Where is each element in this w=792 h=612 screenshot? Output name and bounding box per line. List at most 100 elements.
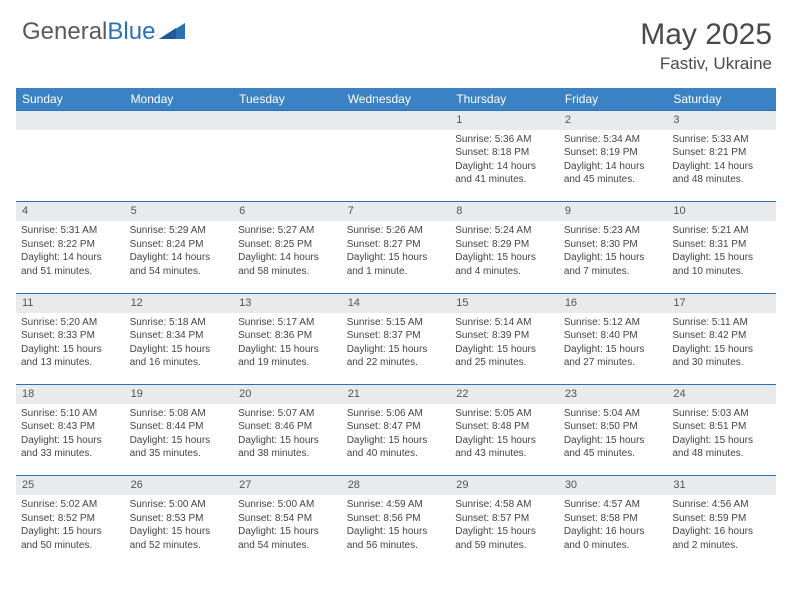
day-info-cell: Sunrise: 5:00 AMSunset: 8:54 PMDaylight:… (233, 495, 342, 567)
day-info-cell: Sunrise: 5:21 AMSunset: 8:31 PMDaylight:… (667, 221, 776, 293)
sunrise-line: Sunrise: 5:05 AM (455, 407, 554, 421)
day-info-cell: Sunrise: 5:07 AMSunset: 8:46 PMDaylight:… (233, 404, 342, 476)
sunrise-line: Sunrise: 5:07 AM (238, 407, 337, 421)
day-info-cell: Sunrise: 5:29 AMSunset: 8:24 PMDaylight:… (125, 221, 234, 293)
sunset-line: Sunset: 8:56 PM (347, 512, 446, 526)
weekday-header: Sunday (16, 88, 125, 111)
day-number-cell (16, 111, 125, 130)
sunset-line: Sunset: 8:48 PM (455, 420, 554, 434)
sunrise-line: Sunrise: 4:59 AM (347, 498, 446, 512)
day-number-cell: 9 (559, 202, 668, 221)
sunrise-line: Sunrise: 5:33 AM (672, 133, 771, 147)
weekday-header: Saturday (667, 88, 776, 111)
daylight-line: Daylight: 15 hours and 54 minutes. (238, 525, 337, 552)
day-number-cell: 13 (233, 293, 342, 312)
sunrise-line: Sunrise: 5:15 AM (347, 316, 446, 330)
day-number-cell: 19 (125, 385, 234, 404)
day-number-cell: 23 (559, 385, 668, 404)
day-number-cell: 29 (450, 476, 559, 495)
day-info-cell: Sunrise: 5:06 AMSunset: 8:47 PMDaylight:… (342, 404, 451, 476)
sunset-line: Sunset: 8:59 PM (672, 512, 771, 526)
daylight-line: Daylight: 15 hours and 56 minutes. (347, 525, 446, 552)
day-number-cell: 17 (667, 293, 776, 312)
daylight-line: Daylight: 14 hours and 58 minutes. (238, 251, 337, 278)
day-number-cell: 30 (559, 476, 668, 495)
day-number-cell (125, 111, 234, 130)
sunset-line: Sunset: 8:36 PM (238, 329, 337, 343)
sunrise-line: Sunrise: 5:03 AM (672, 407, 771, 421)
day-info-cell (233, 130, 342, 202)
day-info-cell (342, 130, 451, 202)
day-info-cell: Sunrise: 5:18 AMSunset: 8:34 PMDaylight:… (125, 313, 234, 385)
calendar-body: 123Sunrise: 5:36 AMSunset: 8:18 PMDaylig… (16, 111, 776, 568)
day-info-cell: Sunrise: 5:26 AMSunset: 8:27 PMDaylight:… (342, 221, 451, 293)
logo: GeneralBlue (16, 18, 185, 46)
sunset-line: Sunset: 8:47 PM (347, 420, 446, 434)
logo-text-general: General (22, 18, 107, 46)
day-info-cell: Sunrise: 5:02 AMSunset: 8:52 PMDaylight:… (16, 495, 125, 567)
day-info-cell: Sunrise: 5:11 AMSunset: 8:42 PMDaylight:… (667, 313, 776, 385)
day-number-cell: 4 (16, 202, 125, 221)
day-number-cell: 18 (16, 385, 125, 404)
daylight-line: Daylight: 15 hours and 13 minutes. (21, 343, 120, 370)
day-number-cell: 25 (16, 476, 125, 495)
sunset-line: Sunset: 8:31 PM (672, 238, 771, 252)
sunrise-line: Sunrise: 5:11 AM (672, 316, 771, 330)
sunset-line: Sunset: 8:21 PM (672, 146, 771, 160)
daylight-line: Daylight: 15 hours and 45 minutes. (564, 434, 663, 461)
sunset-line: Sunset: 8:50 PM (564, 420, 663, 434)
sunset-line: Sunset: 8:57 PM (455, 512, 554, 526)
day-number-cell: 12 (125, 293, 234, 312)
sunrise-line: Sunrise: 5:06 AM (347, 407, 446, 421)
day-number-cell: 22 (450, 385, 559, 404)
day-number-cell: 16 (559, 293, 668, 312)
sunset-line: Sunset: 8:19 PM (564, 146, 663, 160)
day-info-cell: Sunrise: 5:31 AMSunset: 8:22 PMDaylight:… (16, 221, 125, 293)
daylight-line: Daylight: 15 hours and 59 minutes. (455, 525, 554, 552)
day-info-cell: Sunrise: 5:20 AMSunset: 8:33 PMDaylight:… (16, 313, 125, 385)
day-info-cell: Sunrise: 5:24 AMSunset: 8:29 PMDaylight:… (450, 221, 559, 293)
sunset-line: Sunset: 8:30 PM (564, 238, 663, 252)
sunrise-line: Sunrise: 5:10 AM (21, 407, 120, 421)
title-block: May 2025 Fastiv, Ukraine (640, 18, 776, 74)
month-title: May 2025 (640, 18, 772, 52)
day-number-cell: 27 (233, 476, 342, 495)
day-info-cell: Sunrise: 4:59 AMSunset: 8:56 PMDaylight:… (342, 495, 451, 567)
sunset-line: Sunset: 8:39 PM (455, 329, 554, 343)
day-number-cell: 5 (125, 202, 234, 221)
logo-icon (159, 18, 185, 46)
day-number-cell: 11 (16, 293, 125, 312)
sunset-line: Sunset: 8:54 PM (238, 512, 337, 526)
day-info-cell: Sunrise: 5:04 AMSunset: 8:50 PMDaylight:… (559, 404, 668, 476)
daylight-line: Daylight: 15 hours and 27 minutes. (564, 343, 663, 370)
daylight-line: Daylight: 15 hours and 10 minutes. (672, 251, 771, 278)
day-info-cell: Sunrise: 5:03 AMSunset: 8:51 PMDaylight:… (667, 404, 776, 476)
day-number-cell: 14 (342, 293, 451, 312)
day-info-cell: Sunrise: 5:05 AMSunset: 8:48 PMDaylight:… (450, 404, 559, 476)
day-info-cell: Sunrise: 5:36 AMSunset: 8:18 PMDaylight:… (450, 130, 559, 202)
weekday-header: Wednesday (342, 88, 451, 111)
location: Fastiv, Ukraine (640, 54, 772, 74)
daylight-line: Daylight: 15 hours and 33 minutes. (21, 434, 120, 461)
daylight-line: Daylight: 14 hours and 54 minutes. (130, 251, 229, 278)
sunrise-line: Sunrise: 5:02 AM (21, 498, 120, 512)
sunset-line: Sunset: 8:46 PM (238, 420, 337, 434)
daylight-line: Daylight: 15 hours and 40 minutes. (347, 434, 446, 461)
sunrise-line: Sunrise: 4:58 AM (455, 498, 554, 512)
sunset-line: Sunset: 8:51 PM (672, 420, 771, 434)
day-info-cell: Sunrise: 4:57 AMSunset: 8:58 PMDaylight:… (559, 495, 668, 567)
sunrise-line: Sunrise: 5:21 AM (672, 224, 771, 238)
sunrise-line: Sunrise: 5:29 AM (130, 224, 229, 238)
daylight-line: Daylight: 15 hours and 19 minutes. (238, 343, 337, 370)
sunrise-line: Sunrise: 5:17 AM (238, 316, 337, 330)
daylight-line: Daylight: 15 hours and 48 minutes. (672, 434, 771, 461)
sunrise-line: Sunrise: 5:34 AM (564, 133, 663, 147)
sunrise-line: Sunrise: 5:26 AM (347, 224, 446, 238)
sunrise-line: Sunrise: 5:14 AM (455, 316, 554, 330)
daylight-line: Daylight: 16 hours and 2 minutes. (672, 525, 771, 552)
day-number-cell: 10 (667, 202, 776, 221)
sunrise-line: Sunrise: 5:23 AM (564, 224, 663, 238)
day-info-cell: Sunrise: 5:14 AMSunset: 8:39 PMDaylight:… (450, 313, 559, 385)
daylight-line: Daylight: 14 hours and 41 minutes. (455, 160, 554, 187)
sunset-line: Sunset: 8:33 PM (21, 329, 120, 343)
